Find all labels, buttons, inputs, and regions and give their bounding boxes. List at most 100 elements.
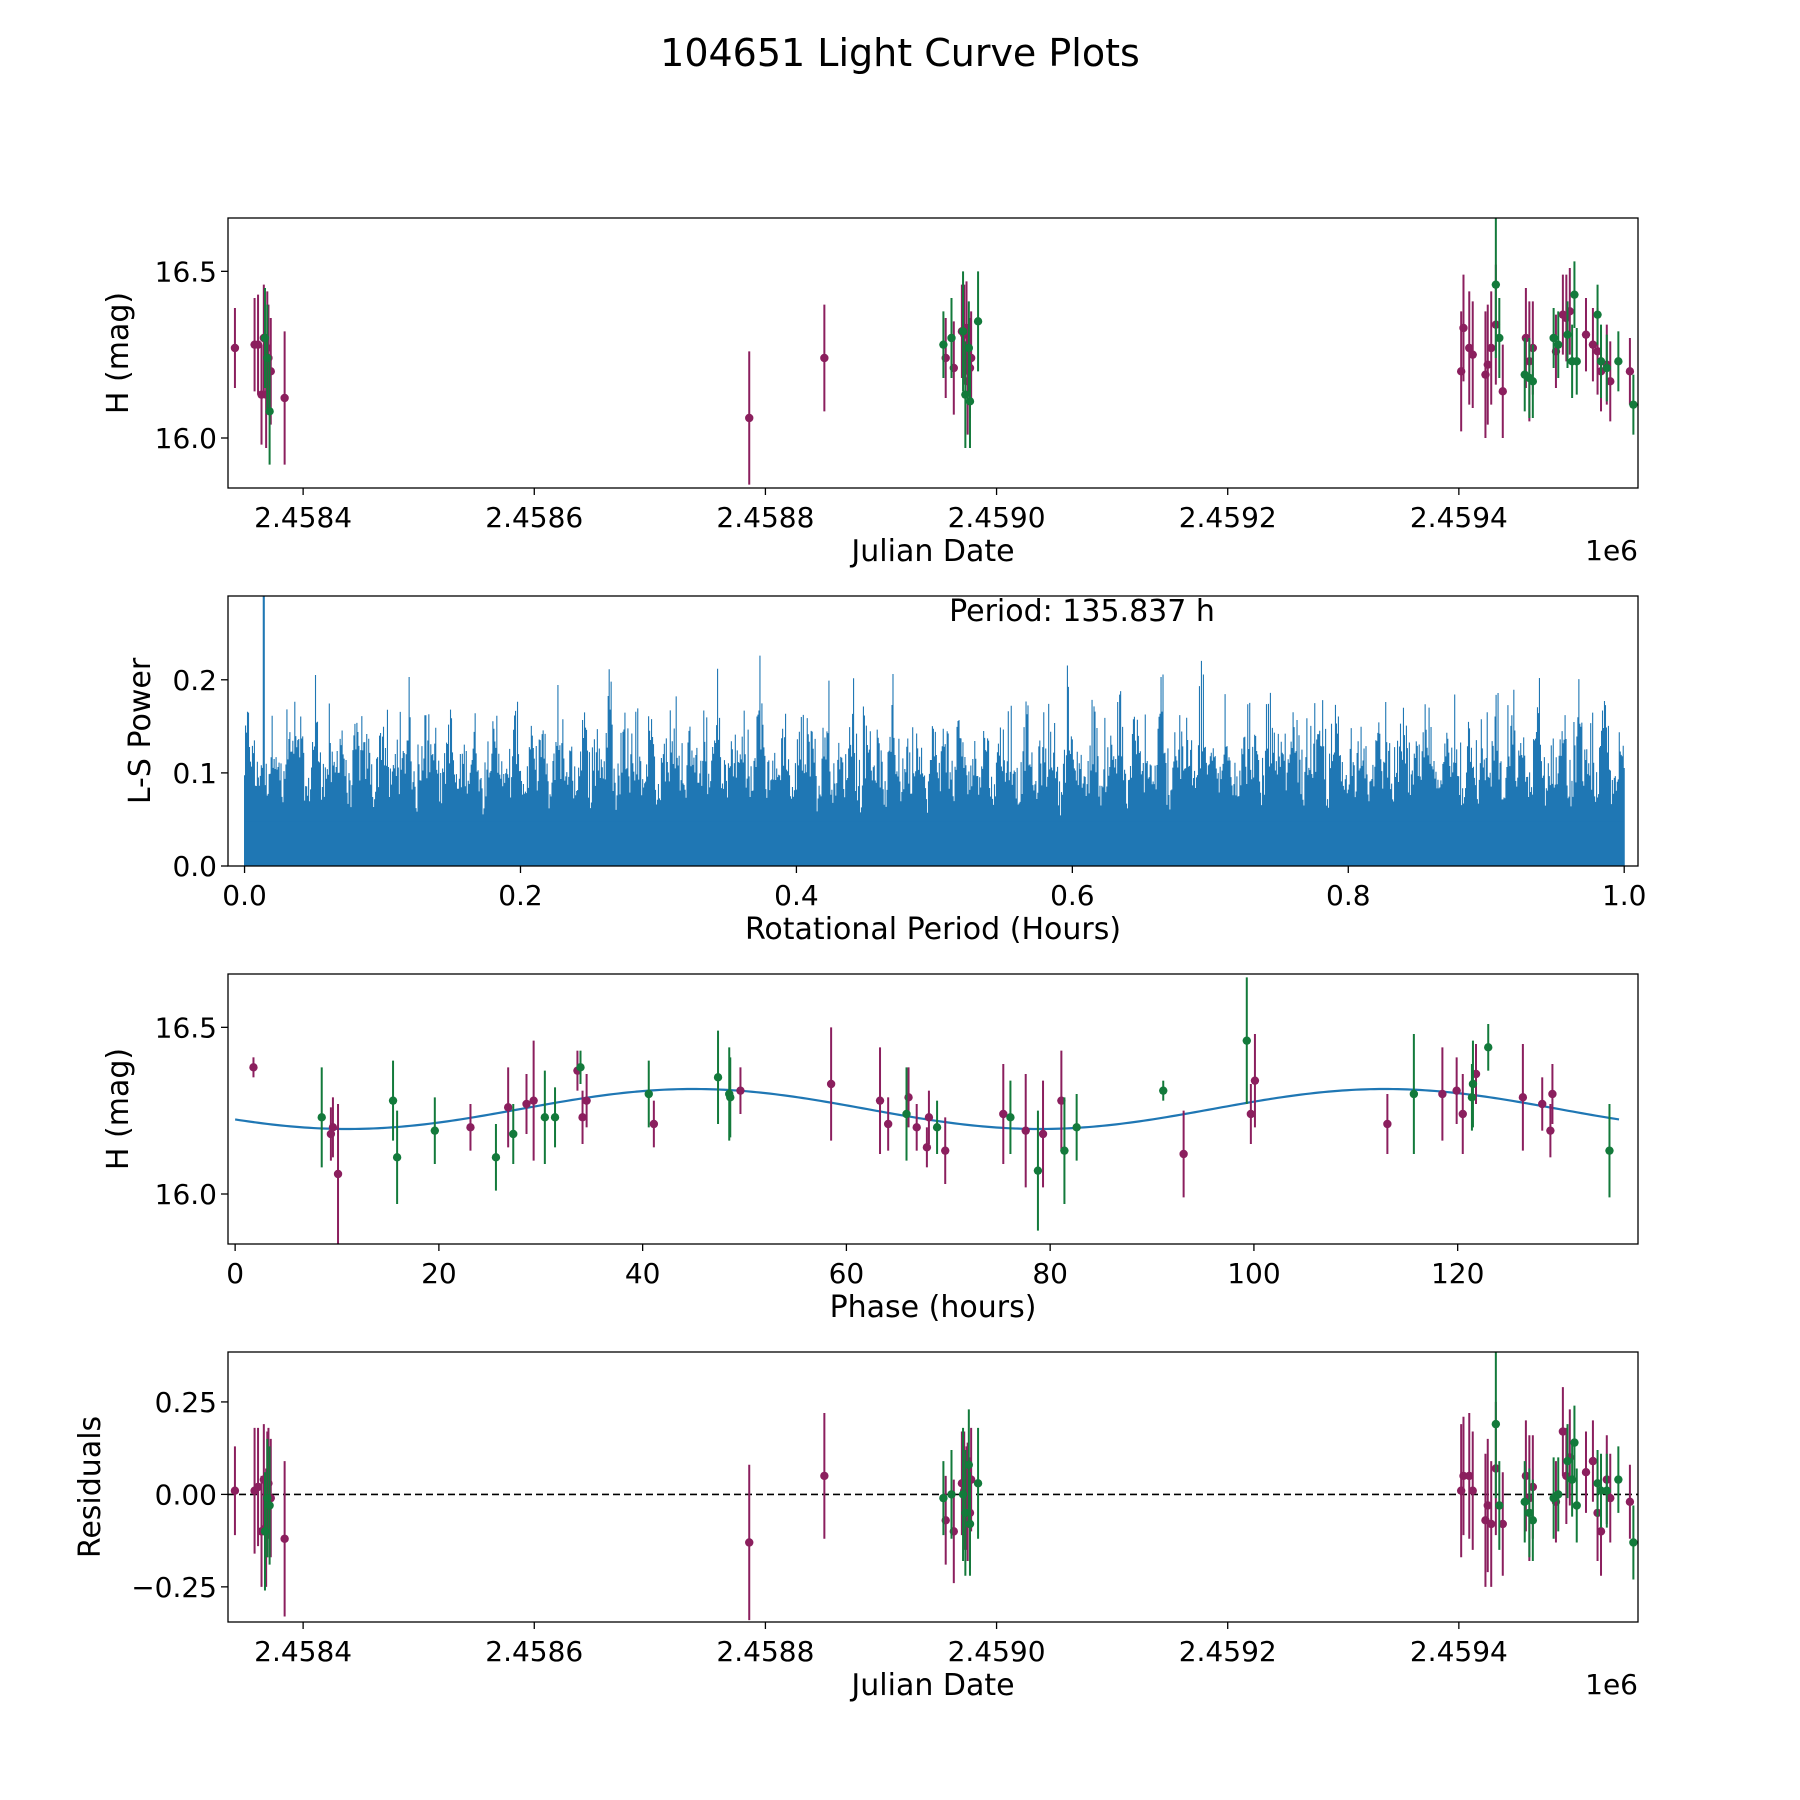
y-tick-label: 0.1	[172, 757, 217, 790]
data-point	[1605, 1146, 1614, 1155]
data-point	[1629, 400, 1638, 409]
data-point	[1060, 1146, 1069, 1155]
data-point	[922, 1143, 932, 1152]
panel-light-curve: Julian Date H (mag) 1e6 2.4584 2.4586 2.45…	[101, 217, 1639, 569]
data-point	[491, 1153, 501, 1162]
data-point	[1033, 1166, 1043, 1175]
data-point	[1528, 377, 1538, 386]
y-tick-label: 0.00	[155, 1478, 217, 1511]
data-point	[961, 390, 970, 399]
data-point	[1606, 1493, 1615, 1503]
data-point	[1484, 1043, 1493, 1052]
data-point	[1525, 1508, 1534, 1518]
data-point	[576, 1063, 585, 1072]
panel-residuals: Julian Date Residuals 1e6 2.4584 2.4586 2.…	[73, 1351, 1639, 1703]
x-tick-label: 2.4592	[1179, 1635, 1277, 1668]
x-tick-label: 20	[421, 1257, 457, 1290]
data-point	[1570, 1438, 1579, 1447]
data-point	[1602, 1486, 1611, 1495]
data-point	[1581, 1468, 1591, 1477]
x-tick-label: 40	[625, 1257, 661, 1290]
data-point	[924, 1113, 934, 1122]
data-point	[1629, 1538, 1638, 1547]
light-curve-plot-area	[230, 218, 1638, 485]
y-tick-label: −0.25	[131, 1571, 217, 1604]
data-point	[466, 1123, 475, 1132]
data-point	[1468, 1079, 1478, 1089]
periodogram-ylabel: L-S Power	[123, 657, 158, 804]
series-filter-b	[260, 1352, 1638, 1591]
data-point	[1459, 1471, 1468, 1481]
periodogram-floor	[244, 821, 1625, 866]
residuals-plot-area	[228, 1352, 1638, 1621]
data-point	[1242, 1036, 1251, 1045]
data-point	[1528, 1516, 1538, 1525]
data-point	[1495, 333, 1504, 343]
data-point	[1487, 1519, 1496, 1529]
x-tick-label: 0.8	[1326, 879, 1371, 912]
x-tick-label: 0	[226, 1257, 244, 1290]
data-point	[964, 1460, 974, 1470]
light-curve-x-offset: 1e6	[1585, 534, 1638, 567]
data-point	[1467, 1093, 1477, 1102]
data-point	[1518, 1093, 1528, 1102]
data-point	[745, 413, 754, 423]
x-tick-label: 100	[1227, 1257, 1280, 1290]
data-point	[1159, 1086, 1168, 1095]
data-point	[726, 1093, 735, 1102]
data-point	[912, 1123, 921, 1132]
residuals-xlabel: Julian Date	[849, 1668, 1014, 1703]
data-point	[820, 353, 829, 363]
data-point	[1520, 1497, 1529, 1506]
phase-fold-frame	[227, 973, 1639, 1245]
data-point	[947, 1490, 956, 1499]
data-point	[1558, 1427, 1568, 1436]
data-point	[1465, 1471, 1474, 1481]
data-point	[1491, 1419, 1501, 1429]
data-point	[1593, 347, 1602, 356]
data-point	[745, 1538, 754, 1547]
data-point	[947, 333, 956, 343]
data-point	[1498, 1519, 1507, 1529]
data-point	[388, 1096, 398, 1105]
data-point	[1487, 343, 1496, 353]
residuals-frame	[227, 1351, 1639, 1623]
series-filter-a	[230, 1387, 1635, 1621]
data-point	[503, 1103, 513, 1112]
data-point	[1491, 280, 1501, 289]
x-tick-label: 0.6	[1050, 879, 1095, 912]
x-tick-label: 0.4	[774, 879, 819, 912]
data-point	[1006, 1113, 1015, 1122]
data-point	[958, 327, 968, 336]
series-filter-b	[260, 218, 1638, 465]
data-point	[1588, 340, 1598, 349]
x-tick-label: 2.4590	[948, 1635, 1046, 1668]
data-point	[1554, 340, 1563, 349]
y-tick-label: 16.5	[155, 255, 217, 288]
series-filter-a	[230, 264, 1635, 485]
y-tick-label: 16.5	[155, 1011, 217, 1044]
x-tick-label: 2.4588	[716, 1635, 814, 1668]
data-point	[578, 1113, 587, 1122]
data-point	[522, 1099, 531, 1109]
light-curve-ylabel: H (mag)	[101, 292, 136, 414]
phase-fold-xlabel: Phase (hours)	[830, 1290, 1037, 1325]
data-point	[280, 393, 289, 403]
data-point	[540, 1113, 550, 1122]
data-point	[1072, 1123, 1081, 1132]
data-point	[1483, 360, 1492, 369]
data-point	[883, 1119, 893, 1129]
y-tick-label: 0.0	[172, 850, 217, 883]
data-point	[1468, 350, 1477, 359]
data-point	[644, 1089, 653, 1099]
data-point	[1593, 310, 1602, 319]
data-point	[875, 1096, 885, 1105]
data-point	[939, 340, 948, 349]
series-filter-b	[317, 977, 1614, 1231]
data-point	[1596, 1486, 1606, 1495]
data-point	[1548, 1089, 1557, 1099]
data-point	[941, 1146, 950, 1155]
data-point	[317, 1113, 326, 1122]
data-point	[1459, 323, 1468, 333]
light-curve-xlabel: Julian Date	[849, 534, 1014, 569]
